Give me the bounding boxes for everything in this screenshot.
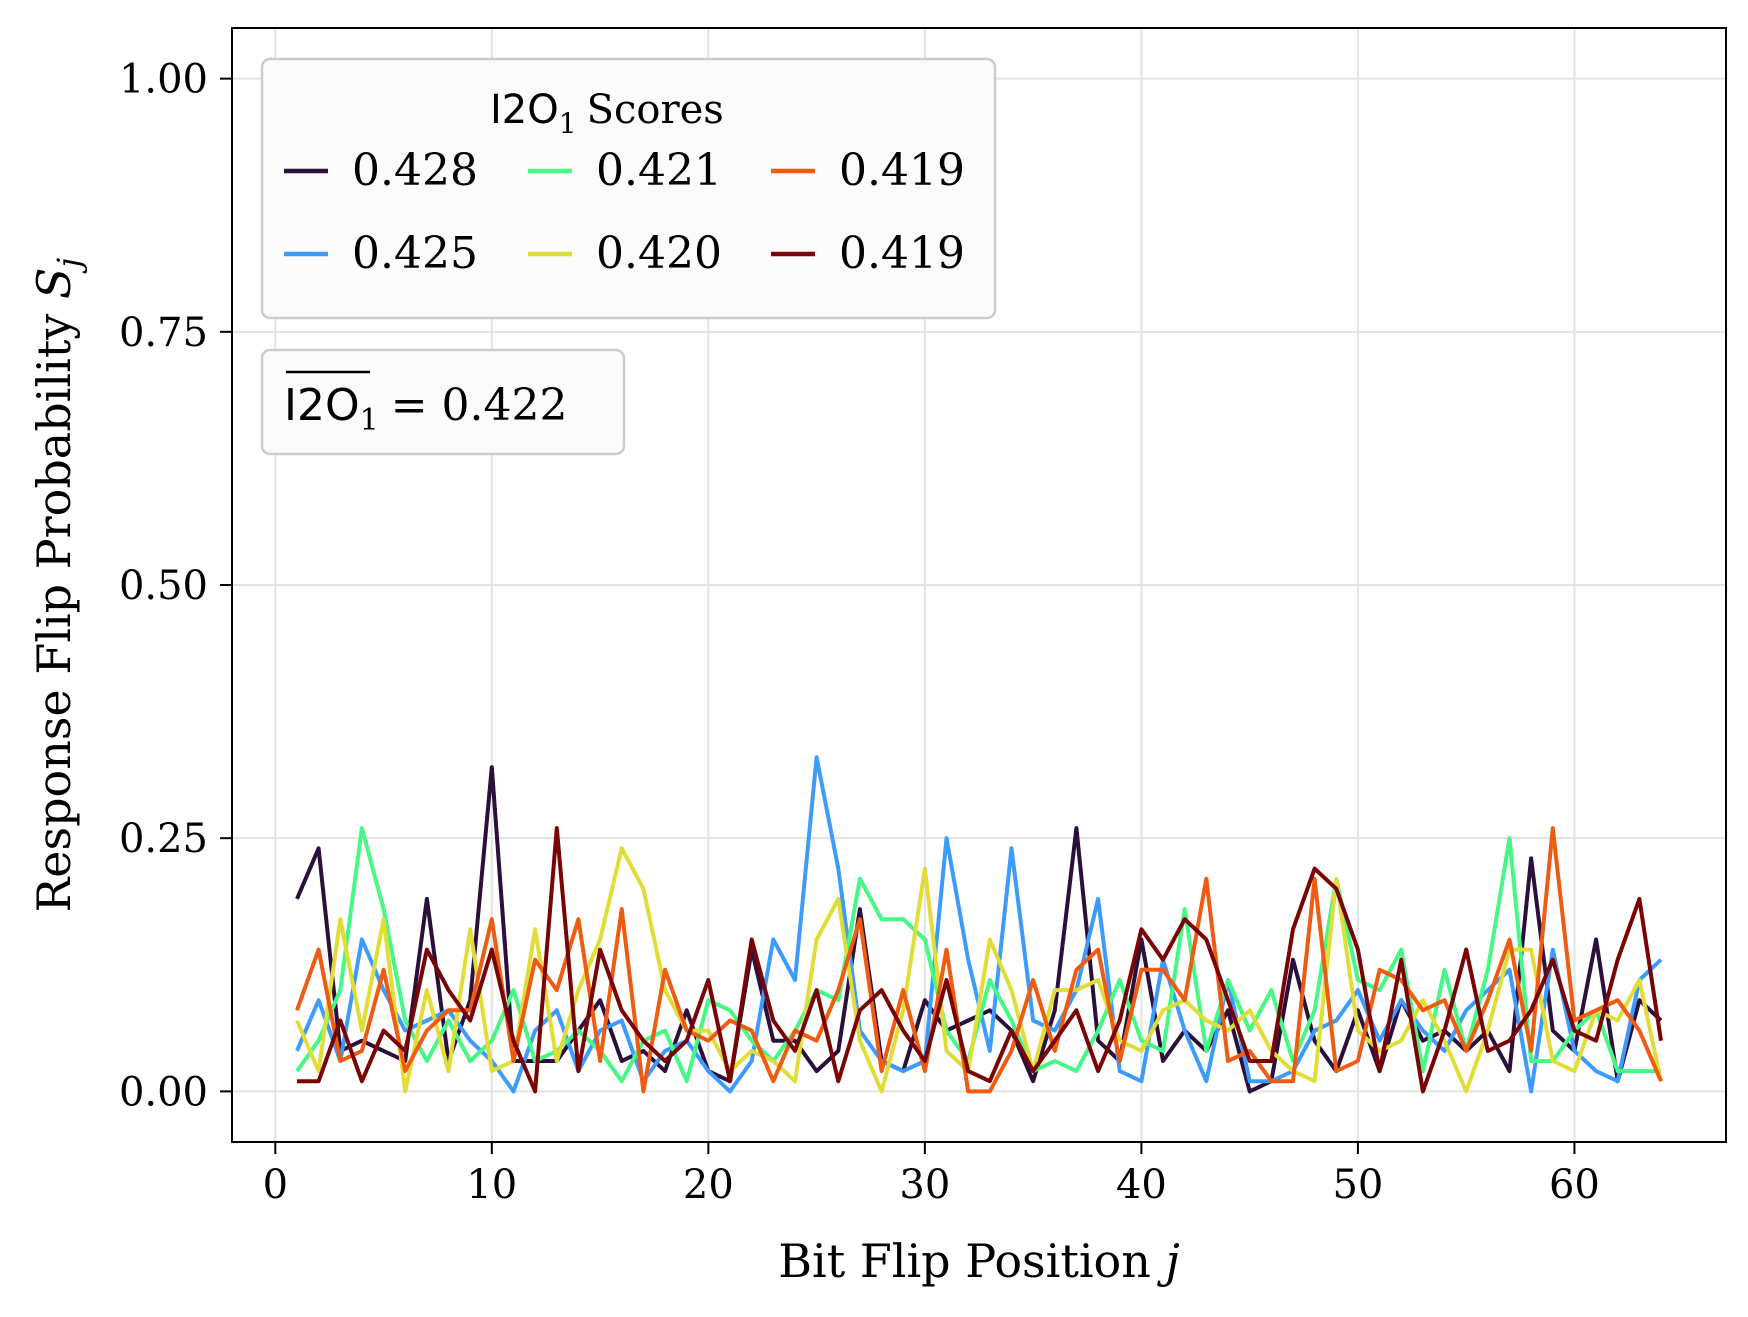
series-line-5 bbox=[295, 826, 1663, 1094]
x-tick-label: 60 bbox=[1549, 1162, 1600, 1208]
annotation-box bbox=[260, 348, 626, 456]
series-lines bbox=[295, 755, 1663, 1094]
legend-label: 0.419 bbox=[839, 228, 965, 279]
mean-annotation: I2O1 = 0.422 bbox=[260, 348, 626, 456]
x-tick-label: 40 bbox=[1116, 1162, 1167, 1208]
x-tick-label: 50 bbox=[1332, 1162, 1383, 1208]
legend-entries: 0.428 0.425 0.421 0.420 0.419 0.419 bbox=[284, 145, 965, 279]
y-tick-label: 1.00 bbox=[119, 57, 208, 103]
y-tick-label: 0.75 bbox=[119, 310, 208, 356]
legend-label: 0.420 bbox=[596, 228, 722, 279]
legend: I2O1 Scores 0.428 0.425 0.421 0.420 0.419 0.41… bbox=[260, 57, 997, 320]
axis-ticks: 0 10 20 30 40 50 60 0.00 0.25 0.50 0.75 1.00 bbox=[119, 57, 1600, 1208]
series-line-4 bbox=[295, 846, 1663, 1094]
x-axis-label: Bit Flip Position j bbox=[778, 1234, 1180, 1288]
y-tick-label: 0.00 bbox=[119, 1069, 208, 1115]
series-line-6 bbox=[297, 826, 1663, 1094]
y-axis-label: Response Flip Probability Sj bbox=[27, 258, 88, 913]
legend-label: 0.419 bbox=[839, 145, 965, 196]
y-tick-label: 0.25 bbox=[119, 816, 208, 862]
legend-title: I2O1 Scores bbox=[490, 87, 724, 140]
y-tick-label: 0.50 bbox=[119, 563, 208, 609]
legend-label: 0.425 bbox=[352, 228, 478, 279]
legend-label: 0.428 bbox=[352, 145, 478, 196]
annotation-text: I2O1 = 0.422 bbox=[284, 380, 568, 438]
x-tick-label: 30 bbox=[899, 1162, 950, 1208]
legend-label: 0.421 bbox=[596, 145, 722, 196]
x-tick-label: 0 bbox=[263, 1162, 288, 1208]
x-tick-label: 20 bbox=[683, 1162, 734, 1208]
x-tick-label: 10 bbox=[466, 1162, 517, 1208]
